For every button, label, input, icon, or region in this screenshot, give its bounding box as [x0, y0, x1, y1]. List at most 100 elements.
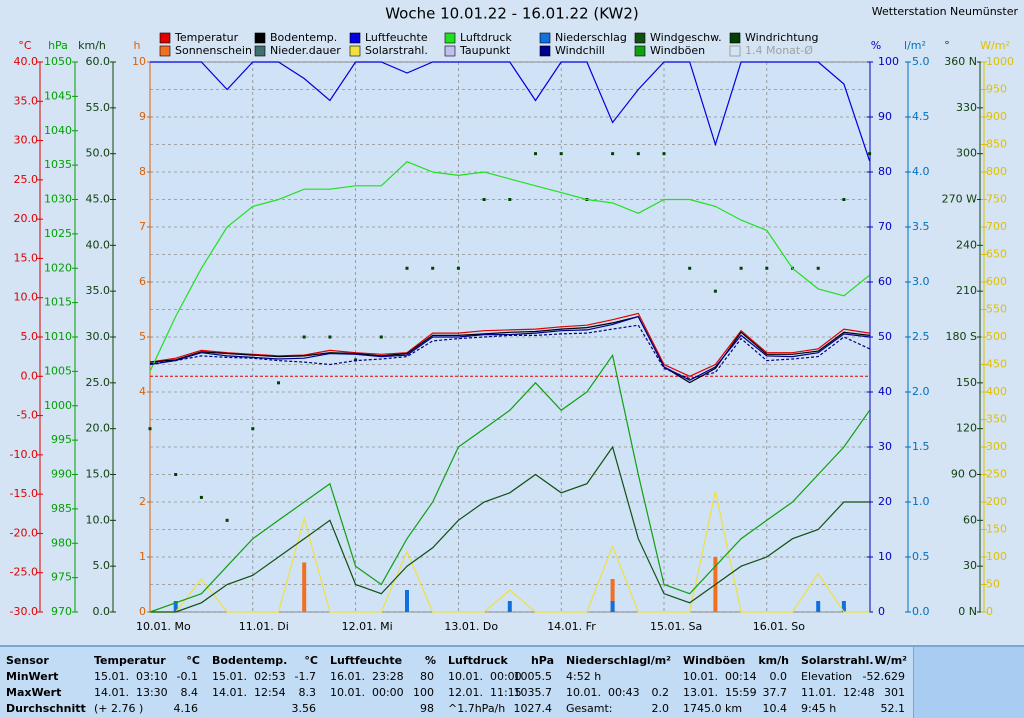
direction-dot [482, 198, 486, 201]
stats-table: Sensor Temperatur °C Bodentemp. °C Luftfeucht… [0, 645, 1024, 718]
legend-swatch [159, 45, 171, 57]
column-unit: l/m² [646, 654, 671, 667]
cell-note: 10.01. 00:43 [566, 686, 640, 699]
bar [610, 579, 615, 612]
y-tick-label: 1000 [44, 399, 72, 412]
cell-value: -0.1 [176, 670, 198, 683]
column-unit: °C [304, 654, 318, 667]
legend-label: Taupunkt [459, 44, 511, 57]
y-tick-label: 15.0 [14, 251, 39, 264]
y-tick-label: 55.0 [86, 101, 111, 114]
legend-swatch [539, 32, 551, 44]
direction-dot [868, 152, 872, 156]
table-column [206, 647, 325, 718]
y-tick-label: 60 [878, 275, 892, 288]
legend-label: Luftdruck [460, 31, 512, 44]
axis-unit: % [871, 39, 881, 52]
y-tick-label: 35.0 [14, 94, 39, 107]
y-tick-label: 10 [878, 550, 892, 563]
y-tick-label: 0 [986, 605, 993, 618]
axis-unit: h [134, 39, 141, 52]
y-tick-label: 20 [878, 495, 892, 508]
direction-dot [816, 266, 820, 270]
y-tick-label: 980 [51, 536, 72, 549]
direction-dot [765, 266, 769, 270]
cell-note: 11.01. 12:48 [801, 686, 875, 699]
legend-swatch [539, 45, 551, 57]
y-tick-label: 45.0 [86, 193, 111, 206]
y-tick-label: 7 [139, 220, 146, 233]
y-tick-label: -10.0 [10, 448, 38, 461]
direction-dot [148, 427, 152, 431]
bar [816, 601, 821, 612]
y-tick-label: 700 [986, 220, 1007, 233]
cell-note: 12.01. 11:15 [448, 686, 522, 699]
y-tick-label: 30 [963, 559, 977, 572]
x-tick-label: 12.01. Mi [342, 620, 393, 633]
y-tick-label: 1050 [44, 55, 72, 68]
direction-dot [508, 198, 512, 201]
cell-note: Gesamt: [566, 702, 613, 715]
bar [405, 590, 409, 612]
y-tick-label: 15.0 [86, 468, 111, 481]
y-tick-label: 6 [139, 275, 146, 288]
table-column [88, 647, 207, 718]
x-tick-label: 14.01. Fr [547, 620, 596, 633]
axis-unit: l/m² [904, 39, 926, 52]
cell-value: 301 [884, 686, 905, 699]
table-column [324, 647, 443, 718]
cell-value: 10.4 [762, 702, 788, 715]
column-unit: % [424, 654, 436, 667]
cell-note: 14.01. 13:30 [94, 686, 168, 699]
y-tick-label: 330 [956, 101, 977, 114]
row-label: MaxWert [6, 686, 62, 699]
cell-note: 10.01. 00:00 [448, 670, 522, 683]
direction-dot [611, 152, 615, 156]
y-tick-label: 10.0 [86, 513, 111, 526]
cell-note: 1745.0 km [683, 702, 743, 715]
legend-checkbox [729, 45, 741, 57]
y-tick-label: 30.0 [86, 330, 111, 343]
direction-dot [534, 152, 537, 156]
legend-label: Luftfeuchte [365, 31, 428, 44]
axis-unit: °C [18, 39, 32, 52]
y-tick-label: 9 [139, 110, 146, 123]
y-tick-label: 970 [51, 605, 72, 618]
y-tick-label: 40 [878, 385, 892, 398]
y-tick-label: 0.5 [912, 550, 930, 563]
y-tick-label: 240 [956, 238, 977, 251]
series-line [149, 161, 870, 372]
bar [841, 601, 846, 612]
y-tick-label: 850 [986, 138, 1007, 151]
y-tick-label: 20.0 [14, 212, 39, 225]
cell-note: 13.01. 15:59 [683, 686, 757, 699]
direction-dot [636, 152, 640, 156]
bar [610, 601, 615, 612]
y-tick-label: 1040 [44, 124, 72, 137]
y-tick-label: 550 [986, 303, 1007, 316]
direction-dot [456, 266, 460, 270]
y-tick-label: 1005 [44, 364, 72, 377]
y-tick-label: 1035 [44, 158, 72, 171]
direction-dot [225, 518, 229, 522]
bar [302, 562, 307, 612]
y-tick-label: 1030 [44, 193, 72, 206]
y-tick-label: 100 [878, 55, 899, 68]
y-tick-label: 0 [139, 605, 146, 618]
chart: Woche 10.01.22 - 16.01.22 (KW2) Wetterst… [10, 5, 1019, 634]
y-tick-label: 990 [51, 468, 72, 481]
legend-swatch [254, 32, 266, 44]
y-tick-label: 300 [986, 440, 1007, 453]
y-tick-label: 35.0 [86, 284, 111, 297]
cell-note: 10.01. 00:14 [683, 670, 757, 683]
y-tick-label: 2.0 [912, 385, 930, 398]
series-line [150, 445, 870, 613]
axis-unit: km/h [78, 39, 106, 52]
legend-swatch [444, 45, 456, 57]
y-tick-label: 360 N [944, 55, 977, 68]
legend-swatch [634, 45, 646, 57]
table-column [560, 647, 678, 718]
legend-swatch [634, 32, 646, 44]
legend-swatch [444, 32, 456, 44]
y-tick-label: 150 [986, 523, 1007, 536]
